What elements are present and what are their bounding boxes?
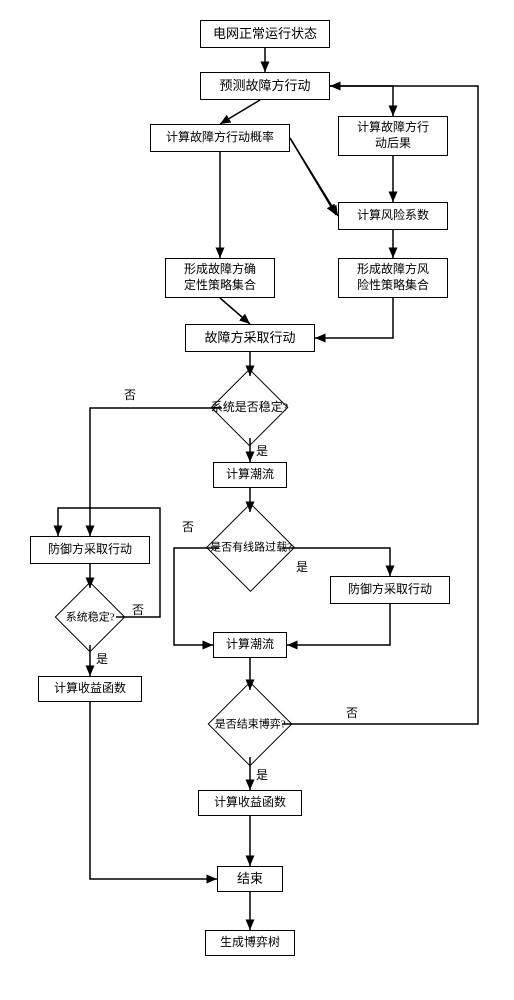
node-text: 形成故障方确 定性策略集合 <box>184 262 256 293</box>
node-deterministic-set: 形成故障方确 定性策略集合 <box>165 258 275 298</box>
label-text: 是 <box>296 560 308 576</box>
decision-end-game: 是否结束博弈? <box>208 682 293 767</box>
node-text: 故障方采取行动 <box>204 330 295 347</box>
label-yes: 是 <box>96 652 108 668</box>
node-text: 生成博弈树 <box>220 935 280 951</box>
label-text: 是 <box>256 444 268 460</box>
node-risk-set: 形成故障方风 险性策略集合 <box>338 258 448 298</box>
decision-stable-1: 系统是否稳定? <box>211 369 289 447</box>
node-calc-prob: 计算故障方行动概率 <box>150 124 290 152</box>
label-text: 是 <box>96 652 108 668</box>
label-no: 否 <box>132 603 144 619</box>
decision-overload: 是否有线路过载? <box>206 503 295 592</box>
node-text: 是否有线路过载? <box>210 540 292 554</box>
node-predict: 预测故障方行动 <box>200 72 330 100</box>
node-text: 系统是否稳定? <box>211 400 288 416</box>
node-defense-action-2: 防御方采取行动 <box>30 536 150 564</box>
node-fault-action: 故障方采取行动 <box>185 324 315 352</box>
label-yes: 是 <box>256 768 268 784</box>
label-no: 否 <box>346 706 358 722</box>
node-calc-payoff-1: 计算收益函数 <box>198 790 302 816</box>
label-no: 否 <box>182 520 194 536</box>
node-start: 电网正常运行状态 <box>200 20 330 48</box>
label-text: 否 <box>124 388 136 404</box>
node-text: 形成故障方风 险性策略集合 <box>357 262 429 293</box>
label-yes: 是 <box>256 444 268 460</box>
node-calc-consequence: 计算故障方行 动后果 <box>338 116 448 156</box>
node-text: 计算收益函数 <box>54 681 126 697</box>
node-text: 计算收益函数 <box>214 795 286 811</box>
label-text: 否 <box>132 603 144 619</box>
label-no: 否 <box>124 388 136 404</box>
node-defense-action-1: 防御方采取行动 <box>330 576 450 604</box>
node-text: 计算故障方行 动后果 <box>357 120 429 151</box>
node-text: 防御方采取行动 <box>348 582 432 598</box>
node-text: 计算风险系数 <box>357 208 429 224</box>
node-game-tree: 生成博弈树 <box>205 930 295 956</box>
node-calc-flow-2: 计算潮流 <box>213 632 287 658</box>
node-text: 计算故障方行动概率 <box>166 130 274 146</box>
node-text: 结束 <box>237 871 263 888</box>
node-text: 预测故障方行动 <box>219 78 310 95</box>
node-risk-coeff: 计算风险系数 <box>338 202 448 230</box>
label-yes: 是 <box>296 560 308 576</box>
node-calc-flow-1: 计算潮流 <box>213 462 287 488</box>
node-text: 是否结束博弈? <box>215 717 286 731</box>
node-end: 结束 <box>217 866 283 892</box>
decision-stable-2: 系统稳定? <box>55 582 126 653</box>
node-calc-payoff-2: 计算收益函数 <box>38 676 142 702</box>
node-text: 电网正常运行状态 <box>213 26 317 43</box>
node-text: 防御方采取行动 <box>48 542 132 558</box>
node-text: 计算潮流 <box>226 467 274 483</box>
label-text: 是 <box>256 768 268 784</box>
label-text: 否 <box>182 520 194 536</box>
node-text: 计算潮流 <box>226 637 274 653</box>
label-text: 否 <box>346 706 358 722</box>
node-text: 系统稳定? <box>66 610 115 624</box>
